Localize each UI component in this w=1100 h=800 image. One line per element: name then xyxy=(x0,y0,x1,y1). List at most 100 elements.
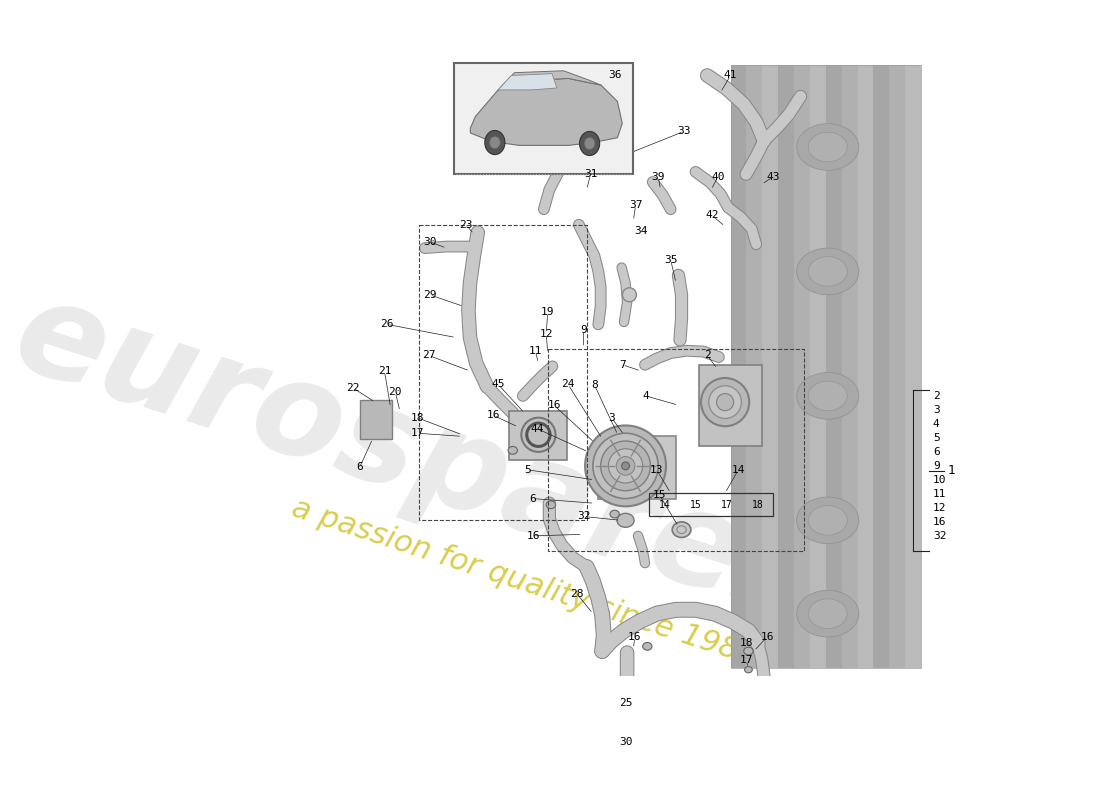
Bar xyxy=(649,493,773,517)
Text: 32: 32 xyxy=(933,531,946,541)
Text: 14: 14 xyxy=(732,465,745,474)
Text: 22: 22 xyxy=(346,383,360,393)
Ellipse shape xyxy=(708,386,741,418)
Text: 12: 12 xyxy=(539,329,553,338)
Text: 32: 32 xyxy=(576,511,591,522)
Text: 16: 16 xyxy=(628,632,641,642)
Bar xyxy=(700,365,761,446)
Text: 16: 16 xyxy=(760,632,774,642)
Ellipse shape xyxy=(716,394,734,410)
Text: 18: 18 xyxy=(739,638,752,648)
Text: 20: 20 xyxy=(388,387,403,397)
Bar xyxy=(548,350,804,551)
Text: 1: 1 xyxy=(947,464,955,477)
Bar xyxy=(730,66,921,668)
Ellipse shape xyxy=(808,506,847,535)
Text: 9: 9 xyxy=(580,325,587,334)
Bar xyxy=(509,411,568,460)
Text: 5: 5 xyxy=(933,433,939,443)
Text: 12: 12 xyxy=(933,503,946,513)
Bar xyxy=(794,66,810,668)
Ellipse shape xyxy=(616,457,635,475)
Ellipse shape xyxy=(808,257,847,286)
Ellipse shape xyxy=(808,132,847,162)
Ellipse shape xyxy=(744,647,754,655)
Polygon shape xyxy=(471,78,623,146)
Bar xyxy=(873,66,889,668)
Bar xyxy=(889,66,905,668)
Text: 29: 29 xyxy=(422,290,437,300)
Bar xyxy=(360,400,393,438)
Text: 15: 15 xyxy=(653,490,667,501)
Text: 35: 35 xyxy=(664,254,678,265)
Text: 36: 36 xyxy=(608,70,622,81)
Text: 18: 18 xyxy=(410,413,424,422)
Ellipse shape xyxy=(521,418,556,452)
Text: 16: 16 xyxy=(933,517,946,527)
Bar xyxy=(826,66,842,668)
Text: 30: 30 xyxy=(422,237,437,247)
Text: 6: 6 xyxy=(933,447,939,457)
Text: 7: 7 xyxy=(619,360,626,370)
Text: 11: 11 xyxy=(529,346,542,356)
Ellipse shape xyxy=(701,378,749,426)
Text: 16: 16 xyxy=(486,410,500,420)
Bar xyxy=(810,66,826,668)
Bar xyxy=(454,63,634,174)
Text: 26: 26 xyxy=(379,319,394,330)
Text: 17: 17 xyxy=(410,428,424,438)
Ellipse shape xyxy=(796,124,859,170)
Text: 24: 24 xyxy=(561,379,574,390)
Ellipse shape xyxy=(745,679,752,686)
Text: 40: 40 xyxy=(712,171,725,182)
Ellipse shape xyxy=(580,131,600,155)
Ellipse shape xyxy=(584,138,595,150)
Text: 17: 17 xyxy=(739,655,752,666)
Text: 6: 6 xyxy=(529,494,536,503)
Text: 13: 13 xyxy=(650,465,663,474)
Bar xyxy=(905,66,921,668)
Text: 28: 28 xyxy=(571,590,584,599)
Polygon shape xyxy=(498,70,601,90)
Ellipse shape xyxy=(610,510,619,518)
Text: 43: 43 xyxy=(767,171,780,182)
Text: eurospares: eurospares xyxy=(0,269,832,647)
Text: 14: 14 xyxy=(659,500,670,510)
Text: 31: 31 xyxy=(584,170,597,179)
Text: 44: 44 xyxy=(530,423,543,434)
Ellipse shape xyxy=(808,599,847,629)
Text: 11: 11 xyxy=(933,489,946,499)
Ellipse shape xyxy=(642,642,652,650)
Ellipse shape xyxy=(608,449,642,483)
Ellipse shape xyxy=(745,666,752,673)
Bar xyxy=(419,225,586,520)
Ellipse shape xyxy=(672,522,691,538)
Ellipse shape xyxy=(585,426,666,506)
Bar xyxy=(778,66,794,668)
Ellipse shape xyxy=(593,434,658,498)
Text: 3: 3 xyxy=(933,405,939,415)
Text: 4: 4 xyxy=(933,419,939,429)
Text: 2: 2 xyxy=(933,391,939,401)
Bar xyxy=(842,66,858,668)
Ellipse shape xyxy=(621,462,629,470)
Ellipse shape xyxy=(796,373,859,419)
Bar xyxy=(858,66,873,668)
Ellipse shape xyxy=(490,137,500,149)
Ellipse shape xyxy=(808,381,847,410)
Text: 41: 41 xyxy=(724,70,737,81)
Ellipse shape xyxy=(796,590,859,637)
Text: 17: 17 xyxy=(720,500,733,510)
Ellipse shape xyxy=(623,288,637,302)
Bar xyxy=(762,66,778,668)
Text: 19: 19 xyxy=(541,307,554,317)
Text: 10: 10 xyxy=(933,475,946,485)
Text: 23: 23 xyxy=(460,220,473,230)
Text: 34: 34 xyxy=(635,226,648,236)
Ellipse shape xyxy=(547,501,556,509)
Bar xyxy=(598,436,676,498)
Ellipse shape xyxy=(617,514,634,527)
Ellipse shape xyxy=(796,248,859,294)
Text: 45: 45 xyxy=(492,379,505,390)
Text: 30: 30 xyxy=(619,737,632,747)
